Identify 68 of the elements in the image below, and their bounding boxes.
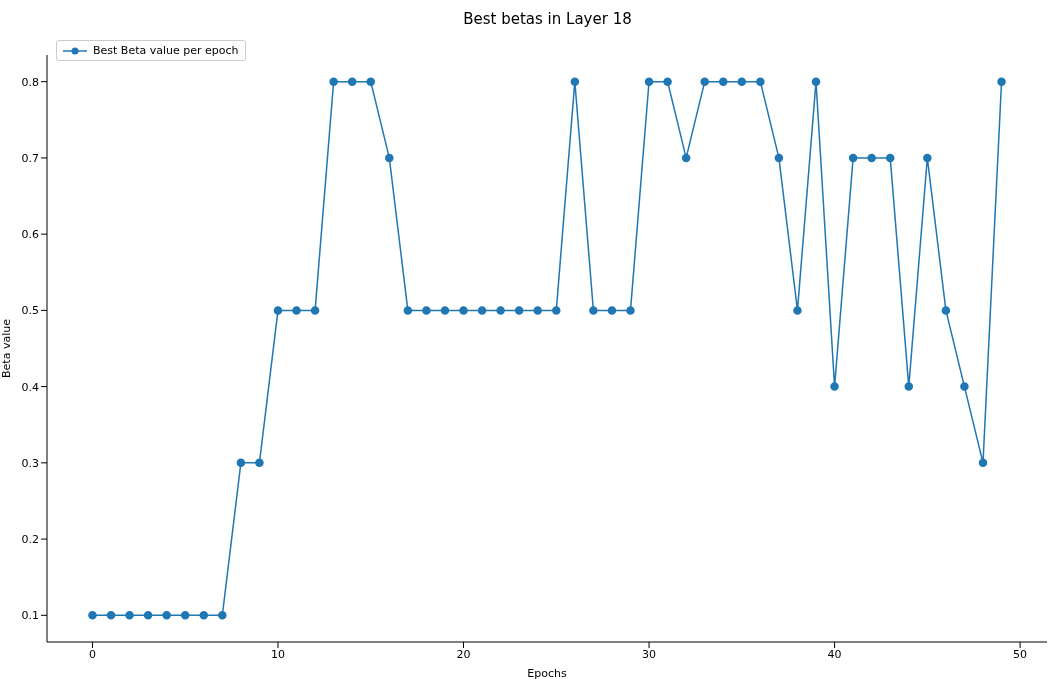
point bbox=[422, 306, 431, 315]
point bbox=[737, 77, 747, 86]
y-tick-label: 0.5 bbox=[21, 304, 39, 318]
point bbox=[514, 306, 524, 315]
point bbox=[347, 77, 357, 86]
point bbox=[644, 77, 654, 86]
point bbox=[997, 77, 1006, 86]
point bbox=[236, 458, 246, 468]
point bbox=[162, 611, 171, 620]
point bbox=[756, 77, 765, 86]
y-tick-label: 0.2 bbox=[21, 532, 39, 546]
point bbox=[125, 611, 134, 620]
chart-title: Best betas in Layer 18 bbox=[462, 10, 633, 28]
point bbox=[533, 306, 542, 315]
point bbox=[607, 306, 617, 315]
point bbox=[867, 153, 876, 163]
point bbox=[923, 153, 932, 163]
point bbox=[199, 611, 209, 620]
x-tick-label: 40 bbox=[827, 647, 842, 661]
point bbox=[329, 77, 338, 86]
point bbox=[681, 153, 691, 163]
point bbox=[385, 153, 394, 163]
point bbox=[106, 611, 116, 620]
point bbox=[292, 306, 301, 315]
point bbox=[626, 306, 635, 315]
y-tick-label: 0.1 bbox=[21, 609, 39, 623]
y-tick-label: 0.4 bbox=[21, 380, 39, 394]
point bbox=[904, 382, 914, 391]
x-axis-title: Epochs bbox=[527, 667, 567, 679]
point bbox=[885, 153, 895, 163]
legend-label: Best Beta value per epoch bbox=[93, 44, 239, 57]
point bbox=[273, 306, 283, 315]
point bbox=[793, 306, 802, 315]
point bbox=[255, 458, 264, 468]
point bbox=[477, 306, 487, 315]
point bbox=[830, 382, 839, 391]
point bbox=[960, 382, 969, 391]
y-tick-label: 0.3 bbox=[21, 456, 39, 470]
point bbox=[440, 306, 450, 315]
point bbox=[143, 611, 153, 620]
point bbox=[570, 77, 580, 86]
point bbox=[663, 77, 672, 86]
point bbox=[310, 306, 320, 315]
point bbox=[496, 306, 505, 315]
point bbox=[811, 77, 821, 86]
x-tick-label: 0 bbox=[88, 647, 96, 661]
point bbox=[774, 153, 784, 163]
point bbox=[719, 77, 728, 86]
x-tick-label: 20 bbox=[456, 647, 471, 661]
point bbox=[459, 306, 468, 315]
point bbox=[848, 153, 858, 163]
y-axis-title: Beta value bbox=[0, 318, 13, 378]
point bbox=[589, 306, 598, 315]
y-tick-label: 0.7 bbox=[21, 151, 39, 165]
point bbox=[180, 611, 190, 620]
point bbox=[218, 611, 227, 620]
y-tick-label: 0.6 bbox=[21, 228, 39, 242]
y-tick-label: 0.8 bbox=[21, 75, 39, 89]
point bbox=[403, 306, 413, 315]
x-tick-label: 10 bbox=[270, 647, 285, 661]
point bbox=[700, 77, 709, 86]
point bbox=[978, 458, 988, 468]
x-tick-label: 30 bbox=[642, 647, 657, 661]
point bbox=[941, 306, 951, 315]
x-tick-label: 50 bbox=[1013, 647, 1028, 661]
point bbox=[88, 611, 97, 620]
point bbox=[366, 77, 375, 86]
point bbox=[552, 306, 561, 315]
